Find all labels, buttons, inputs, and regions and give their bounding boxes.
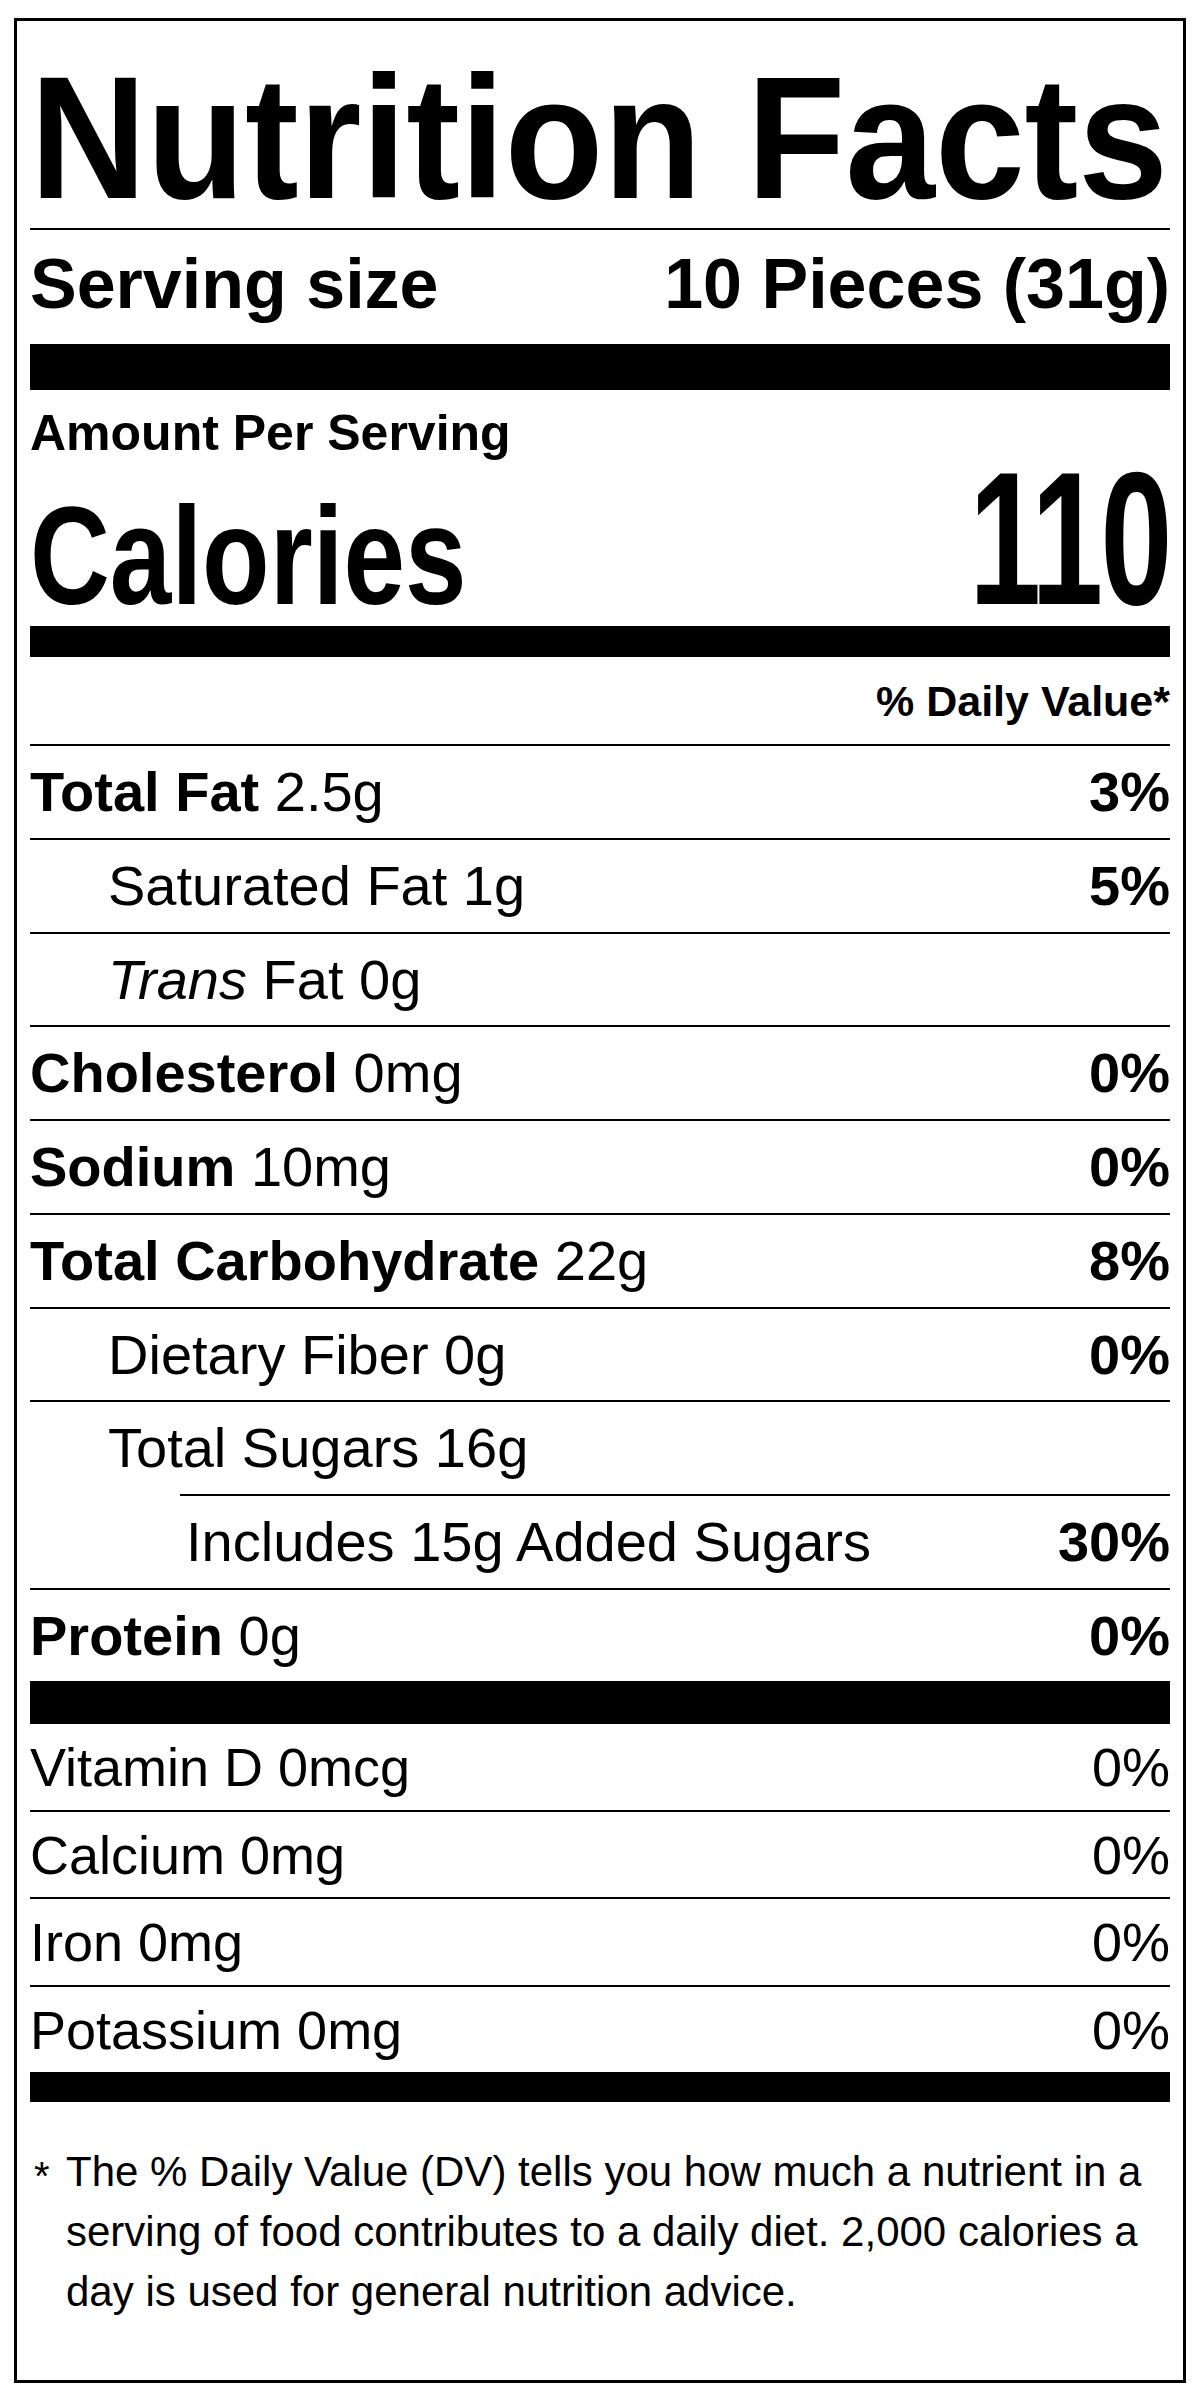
- nutrient-text: Cholesterol 0mg: [30, 1042, 463, 1105]
- nutrient-text: Total Sugars 16g: [30, 1417, 528, 1480]
- nutrient-dv: 0%: [1072, 1738, 1170, 1797]
- nutrition-facts-screenshot: { "label": { "title": "Nutrition Facts",…: [0, 0, 1200, 2400]
- row-calcium: Calcium 0mg 0%: [30, 1810, 1170, 1897]
- footnote-text: The % Daily Value (DV) tells you how muc…: [66, 2148, 1141, 2315]
- nutrient-name: Cholesterol: [30, 1041, 338, 1104]
- section-bar: [30, 1681, 1170, 1724]
- nutrient-text: Iron 0mg: [30, 1913, 243, 1972]
- nutrient-dv: 0%: [1072, 1913, 1170, 1972]
- nutrient-text: Sodium 10mg: [30, 1136, 391, 1199]
- nutrient-dv: 3%: [1069, 761, 1170, 824]
- nutrient-dv: 5%: [1069, 855, 1170, 918]
- row-dietary-fiber: Dietary Fiber 0g 0%: [30, 1307, 1170, 1401]
- row-sodium: Sodium 10mg 0%: [30, 1119, 1170, 1213]
- row-iron: Iron 0mg 0%: [30, 1897, 1170, 1984]
- row-potassium: Potassium 0mg 0%: [30, 1985, 1170, 2072]
- nutrient-amount: 22g: [539, 1229, 648, 1292]
- nutrient-amount: 2.5g: [259, 760, 384, 823]
- nutrient-text: Vitamin D 0mcg: [30, 1738, 410, 1797]
- nutrient-dv: 0%: [1069, 1136, 1170, 1199]
- page-title: Nutrition Facts: [30, 40, 1168, 228]
- nutrient-dv: 30%: [1038, 1511, 1170, 1574]
- nutrient-text: Saturated Fat 1g: [30, 855, 525, 918]
- nutrient-dv: 0%: [1069, 1605, 1170, 1668]
- calories-row: Calories 110: [30, 462, 1170, 626]
- row-total-carbohydrate: Total Carbohydrate 22g 8%: [30, 1213, 1170, 1307]
- nutrient-text: Trans Fat 0g: [30, 949, 421, 1012]
- nutrient-name: Total Carbohydrate: [30, 1229, 539, 1292]
- row-saturated-fat: Saturated Fat 1g 5%: [30, 838, 1170, 932]
- nutrient-amount: 0g: [223, 1604, 301, 1667]
- nutrient-text: Dietary Fiber 0g: [30, 1324, 506, 1387]
- daily-value-footnote: * The % Daily Value (DV) tells you how m…: [30, 2102, 1170, 2322]
- nutrient-dv: 0%: [1069, 1324, 1170, 1387]
- nutrition-facts-label: Nutrition Facts Serving size 10 Pieces (…: [14, 18, 1186, 2383]
- row-total-sugars: Total Sugars 16g: [30, 1400, 1170, 1494]
- row-trans-fat: Trans Fat 0g: [30, 932, 1170, 1026]
- nutrient-name: Protein: [30, 1604, 223, 1667]
- calories-value: 110: [970, 462, 1170, 614]
- nutrient-text: Protein 0g: [30, 1605, 301, 1668]
- label-title-block: Nutrition Facts: [30, 33, 1170, 228]
- nutrient-amount: Fat 0g: [247, 948, 421, 1011]
- section-bar: [30, 344, 1170, 390]
- serving-size-label: Serving size: [30, 248, 439, 322]
- section-bar: [30, 2072, 1170, 2102]
- calories-label: Calories: [30, 500, 466, 612]
- nutrient-dv: 8%: [1069, 1230, 1170, 1293]
- nutrient-text: Total Fat 2.5g: [30, 761, 384, 824]
- serving-size-value: 10 Pieces (31g): [664, 248, 1170, 322]
- row-protein: Protein 0g 0%: [30, 1588, 1170, 1682]
- row-cholesterol: Cholesterol 0mg 0%: [30, 1025, 1170, 1119]
- nutrient-name: Sodium: [30, 1135, 235, 1198]
- nutrient-name: Total Fat: [30, 760, 259, 823]
- nutrient-text: Total Carbohydrate 22g: [30, 1230, 648, 1293]
- nutrient-text: Calcium 0mg: [30, 1826, 345, 1885]
- nutrient-dv: 0%: [1072, 1826, 1170, 1885]
- nutrient-dv: 0%: [1069, 1042, 1170, 1105]
- asterisk-marker: *: [34, 2146, 50, 2206]
- row-added-sugars: Includes 15g Added Sugars 30%: [30, 1496, 1170, 1588]
- nutrient-amount: 10mg: [235, 1135, 391, 1198]
- daily-value-header: % Daily Value*: [30, 657, 1170, 744]
- nutrient-text: Includes 15g Added Sugars: [30, 1511, 871, 1574]
- row-vitamin-d: Vitamin D 0mcg 0%: [30, 1724, 1170, 1809]
- row-total-fat: Total Fat 2.5g 3%: [30, 744, 1170, 838]
- nutrient-text: Potassium 0mg: [30, 2001, 402, 2060]
- nutrient-amount: 0mg: [338, 1041, 463, 1104]
- serving-size-row: Serving size 10 Pieces (31g): [30, 230, 1170, 344]
- nutrient-dv: 0%: [1072, 2001, 1170, 2060]
- nutrient-name-italic: Trans: [108, 948, 247, 1011]
- label-title-svg: Nutrition Facts: [30, 33, 1170, 228]
